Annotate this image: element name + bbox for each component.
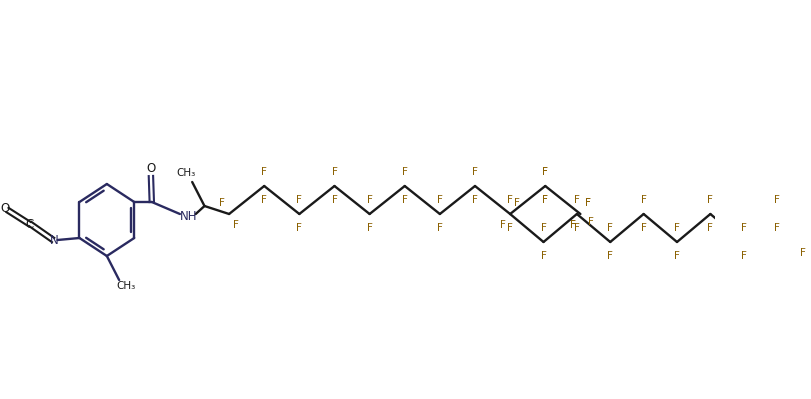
Text: F: F bbox=[437, 195, 443, 205]
Text: F: F bbox=[740, 251, 747, 261]
Text: F: F bbox=[401, 167, 408, 177]
Text: CH₃: CH₃ bbox=[177, 168, 195, 178]
Text: F: F bbox=[543, 167, 548, 177]
Text: O: O bbox=[0, 203, 10, 215]
Text: F: F bbox=[472, 195, 478, 205]
Text: F: F bbox=[607, 223, 613, 233]
Text: F: F bbox=[332, 195, 337, 205]
Text: NH: NH bbox=[180, 209, 197, 223]
Text: N: N bbox=[49, 235, 58, 247]
Text: F: F bbox=[332, 167, 337, 177]
Text: F: F bbox=[775, 195, 780, 205]
Text: F: F bbox=[500, 220, 506, 230]
Text: F: F bbox=[507, 195, 513, 205]
Text: F: F bbox=[541, 251, 547, 261]
Text: O: O bbox=[146, 162, 156, 176]
Text: F: F bbox=[574, 223, 580, 233]
Text: CH₃: CH₃ bbox=[117, 281, 135, 291]
Text: F: F bbox=[543, 195, 548, 205]
Text: F: F bbox=[472, 167, 478, 177]
Text: F: F bbox=[707, 223, 714, 233]
Text: F: F bbox=[570, 221, 577, 231]
Text: F: F bbox=[740, 223, 747, 233]
Text: F: F bbox=[541, 223, 547, 233]
Text: F: F bbox=[437, 223, 443, 233]
Text: F: F bbox=[507, 223, 513, 233]
Text: F: F bbox=[674, 251, 680, 261]
Text: F: F bbox=[570, 221, 577, 231]
Text: F: F bbox=[514, 198, 521, 208]
Text: F: F bbox=[707, 195, 714, 205]
Text: F: F bbox=[296, 195, 303, 205]
Text: F: F bbox=[296, 223, 303, 233]
Text: F: F bbox=[585, 198, 590, 207]
Text: F: F bbox=[585, 198, 590, 207]
Text: F: F bbox=[234, 221, 239, 231]
Text: C: C bbox=[25, 217, 33, 231]
Text: F: F bbox=[219, 198, 225, 207]
Text: F: F bbox=[775, 223, 780, 233]
Text: F: F bbox=[401, 195, 408, 205]
Text: F: F bbox=[574, 195, 580, 205]
Text: F: F bbox=[587, 217, 594, 227]
Text: F: F bbox=[367, 223, 372, 233]
Text: F: F bbox=[261, 195, 267, 205]
Text: F: F bbox=[674, 223, 680, 233]
Text: F: F bbox=[641, 195, 646, 205]
Text: F: F bbox=[543, 167, 548, 177]
Text: F: F bbox=[607, 251, 613, 261]
Text: F: F bbox=[367, 195, 372, 205]
Text: F: F bbox=[543, 195, 548, 205]
Text: F: F bbox=[800, 248, 806, 258]
Text: F: F bbox=[261, 167, 267, 177]
Text: F: F bbox=[641, 223, 646, 233]
